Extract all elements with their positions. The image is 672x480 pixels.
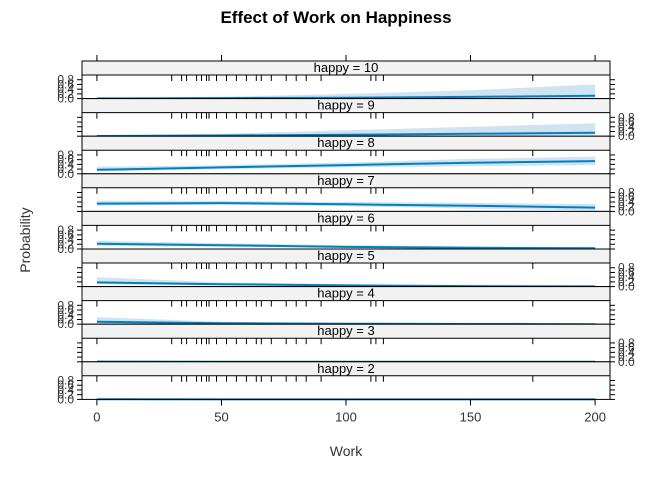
panel-9: happy = 2 bbox=[81, 361, 611, 401]
strip-label: happy = 2 bbox=[317, 361, 374, 376]
effect-line bbox=[96, 160, 596, 171]
x-tick-label: 50 bbox=[214, 409, 228, 424]
strip-label: happy = 3 bbox=[317, 323, 374, 338]
y-tick-label: 0.8 bbox=[57, 223, 74, 237]
y-tick-label: 0.2 bbox=[618, 275, 635, 289]
strip-label: happy = 7 bbox=[317, 173, 374, 188]
y-axis-left-9: 0.00.20.40.60.8 bbox=[57, 374, 615, 406]
x-tick-label: 200 bbox=[584, 409, 606, 424]
y-tick-label: 0.0 bbox=[618, 204, 635, 218]
strip-label: happy = 10 bbox=[314, 60, 379, 75]
y-axis-left-5: 0.00.20.40.60.8 bbox=[57, 223, 615, 256]
y-tick-label: 0.4 bbox=[57, 82, 74, 96]
panel-7: happy = 4 bbox=[81, 286, 611, 326]
panel-5: happy = 6 bbox=[81, 210, 611, 250]
y-tick-label: 0.2 bbox=[618, 200, 635, 214]
y-tick-label: 0.8 bbox=[618, 110, 635, 124]
panel-4: happy = 7 bbox=[81, 173, 611, 212]
strip-background bbox=[82, 136, 610, 151]
effect-line bbox=[96, 242, 596, 250]
y-axis-left-1: 0.00.20.40.60.8 bbox=[57, 73, 615, 106]
y-tick-label: 0.0 bbox=[57, 167, 74, 181]
panels-group: happy = 10 happy = 9 happy = 8 happy = 7 hap… bbox=[81, 60, 611, 401]
y-axis-left-3: 0.00.20.40.60.8 bbox=[57, 148, 615, 181]
y-tick-label: 0.6 bbox=[618, 265, 635, 279]
y-tick-label: 0.2 bbox=[57, 312, 74, 326]
strip-background bbox=[82, 249, 610, 263]
y-tick-label: 0.6 bbox=[57, 303, 74, 317]
y-tick-label: 0.2 bbox=[618, 124, 635, 138]
y-tick-label: 0.8 bbox=[57, 298, 74, 312]
y-tick-label: 0.8 bbox=[618, 336, 635, 350]
y-tick-label: 0.0 bbox=[57, 92, 74, 106]
y-tick-label: 0.2 bbox=[57, 87, 74, 101]
y-tick-label: 0.4 bbox=[57, 308, 74, 322]
y-tick-label: 0.6 bbox=[618, 190, 635, 204]
y-tick-label: 0.2 bbox=[57, 388, 74, 402]
panel-3: happy = 8 bbox=[81, 135, 611, 175]
strip-background bbox=[82, 98, 610, 113]
axes-group: 0.00.20.40.60.80.00.20.40.60.80.00.20.40… bbox=[57, 55, 635, 424]
y-tick-label: 0.8 bbox=[618, 186, 635, 200]
y-tick-label: 0.6 bbox=[618, 115, 635, 129]
y-tick-label: 0.4 bbox=[618, 195, 635, 209]
y-tick-label: 0.6 bbox=[57, 77, 74, 91]
y-tick-label: 0.4 bbox=[57, 383, 74, 397]
y-tick-label: 0.0 bbox=[618, 129, 635, 143]
strip-background bbox=[82, 324, 610, 339]
confidence-band bbox=[96, 84, 596, 99]
strip-background bbox=[82, 211, 610, 226]
strip-background bbox=[82, 361, 610, 376]
y-tick-label: 0.8 bbox=[57, 374, 74, 388]
y-tick-label: 0.2 bbox=[57, 237, 74, 251]
strip-background bbox=[82, 173, 610, 188]
chart-title: Effect of Work on Happiness bbox=[220, 8, 451, 27]
y-axis-right-8: 0.00.20.40.60.8 bbox=[77, 336, 635, 369]
y-tick-label: 0.8 bbox=[57, 148, 74, 162]
x-tick-label: 150 bbox=[460, 409, 482, 424]
strip-label: happy = 6 bbox=[317, 210, 374, 225]
y-tick-label: 0.4 bbox=[618, 270, 635, 284]
y-tick-label: 0.4 bbox=[618, 345, 635, 359]
x-tick-label: 0 bbox=[93, 409, 100, 424]
y-tick-label: 0.4 bbox=[618, 120, 635, 134]
x-axis-label: Work bbox=[330, 443, 363, 459]
strip-background bbox=[82, 286, 610, 301]
effect-line bbox=[96, 202, 596, 209]
y-tick-label: 0.6 bbox=[57, 378, 74, 392]
y-axis-left-7: 0.00.20.40.60.8 bbox=[57, 298, 615, 331]
panel-8: happy = 3 bbox=[81, 323, 611, 363]
strip-label: happy = 5 bbox=[317, 248, 374, 263]
y-tick-label: 0.8 bbox=[57, 73, 74, 87]
y-axis-right-4: 0.00.20.40.60.8 bbox=[77, 186, 635, 218]
y-tick-label: 0.0 bbox=[57, 392, 74, 406]
y-tick-label: 0.6 bbox=[57, 228, 74, 242]
y-tick-label: 0.2 bbox=[57, 162, 74, 176]
y-tick-label: 0.0 bbox=[57, 317, 74, 331]
panel-1: happy = 10 bbox=[81, 60, 611, 100]
effect-line bbox=[96, 131, 596, 137]
y-axis-label: Probability bbox=[17, 207, 33, 272]
strip-background bbox=[82, 61, 610, 75]
y-tick-label: 0.8 bbox=[618, 261, 635, 275]
y-tick-label: 0.4 bbox=[57, 157, 74, 171]
x-tick-label: 100 bbox=[335, 409, 357, 424]
y-tick-label: 0.2 bbox=[618, 350, 635, 364]
y-axis-right-6: 0.00.20.40.60.8 bbox=[77, 261, 635, 294]
strip-label: happy = 4 bbox=[317, 286, 374, 301]
strip-label: happy = 8 bbox=[317, 135, 374, 150]
y-tick-label: 0.6 bbox=[618, 341, 635, 355]
y-tick-label: 0.0 bbox=[618, 355, 635, 369]
y-tick-label: 0.6 bbox=[57, 153, 74, 167]
strip-label: happy = 9 bbox=[317, 98, 374, 113]
y-tick-label: 0.0 bbox=[57, 242, 74, 256]
panel-2: happy = 9 bbox=[81, 98, 611, 137]
y-tick-label: 0.4 bbox=[57, 233, 74, 247]
panel-6: happy = 5 bbox=[81, 248, 611, 288]
y-axis-right-2: 0.00.20.40.60.8 bbox=[77, 110, 635, 143]
y-tick-label: 0.0 bbox=[618, 280, 635, 294]
